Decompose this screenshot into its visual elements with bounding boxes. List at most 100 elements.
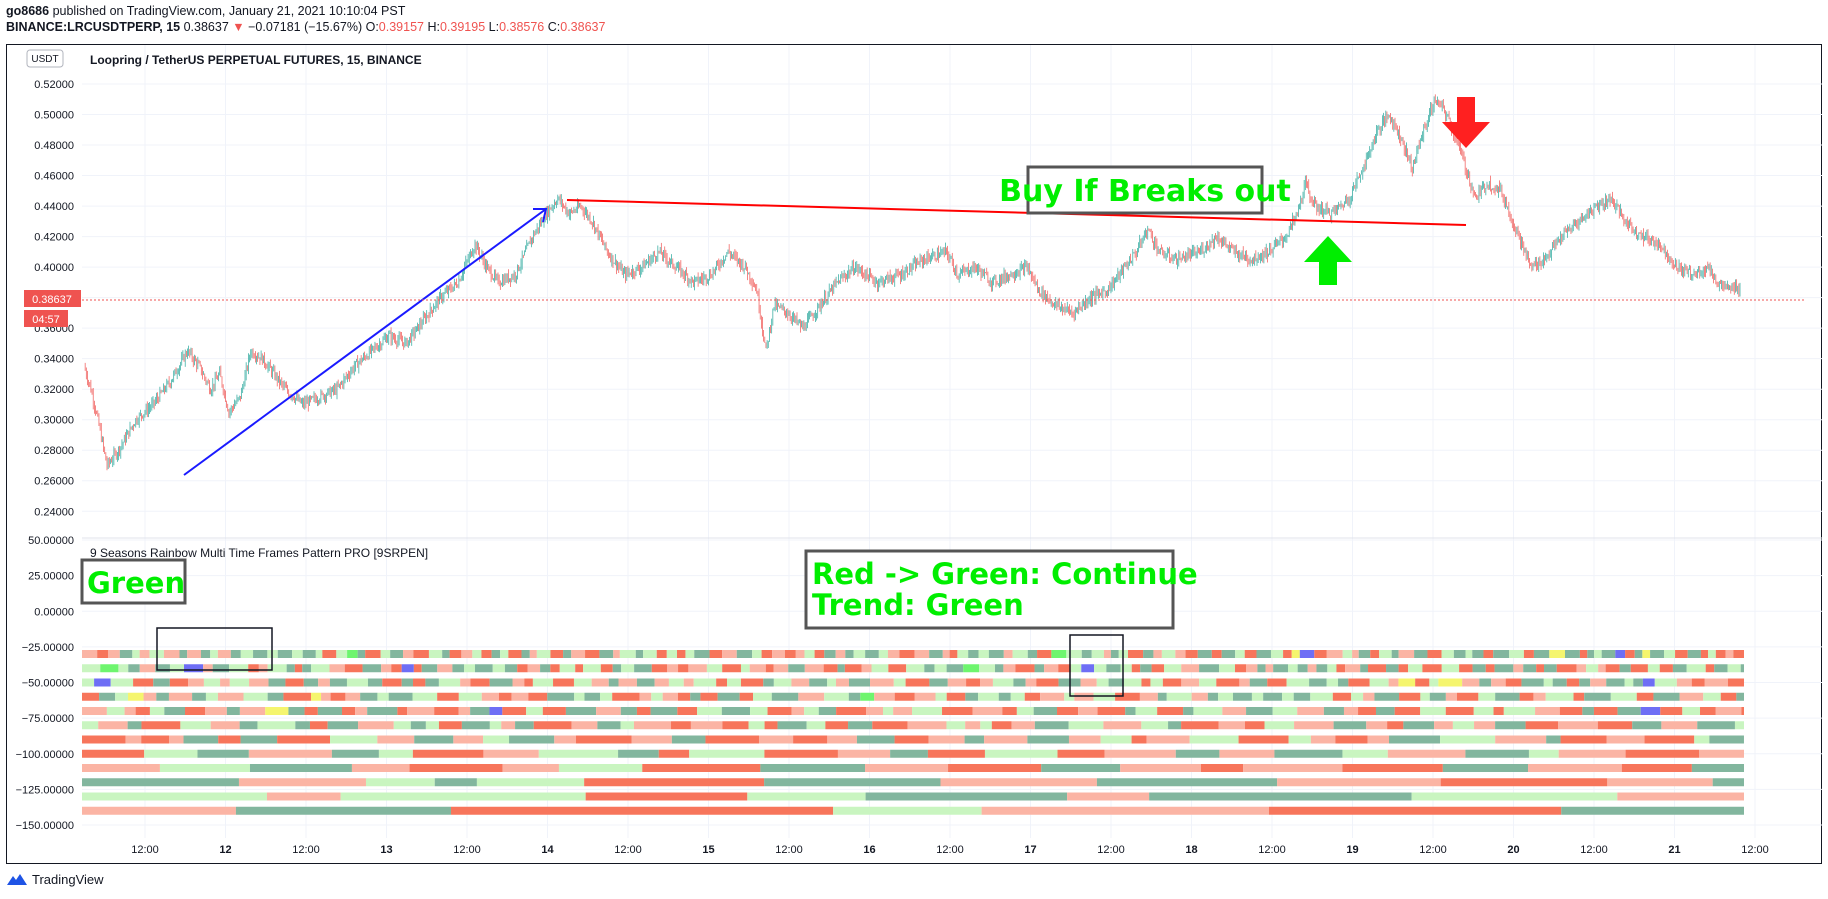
heatmap-segment	[229, 678, 250, 687]
heatmap-segment	[1332, 692, 1352, 701]
red-resistance-line[interactable]	[566, 199, 1467, 226]
heatmap-segment	[452, 664, 465, 673]
green-box[interactable]	[80, 558, 187, 605]
heatmap-segment	[267, 692, 284, 701]
heatmap-segment	[203, 664, 213, 673]
heatmap-segment	[1218, 692, 1233, 701]
heatmap-segment	[110, 678, 134, 687]
blue-trendline[interactable]	[183, 208, 547, 476]
heatmap-segment	[947, 678, 967, 687]
y-tick-label: 0.24000	[34, 506, 74, 518]
heatmap-segment	[141, 721, 181, 730]
heatmap-segment	[1297, 664, 1308, 673]
heatmap-segment	[347, 650, 358, 658]
red-down-arrow-icon	[1442, 97, 1490, 148]
heatmap-segment	[1175, 749, 1220, 758]
heatmap-segment	[437, 664, 453, 673]
heatmap-segment	[391, 664, 402, 673]
heatmap-segment	[760, 764, 866, 772]
heatmap-segment	[82, 792, 267, 801]
heatmap-segment	[365, 778, 435, 787]
heatmap-segment	[716, 678, 728, 687]
heatmap-segment	[1465, 749, 1529, 758]
footer-brand[interactable]: TradingView	[32, 872, 104, 887]
heatmap-segment	[1544, 664, 1557, 673]
heatmap-segment	[739, 692, 754, 701]
price-badge[interactable]	[24, 290, 81, 307]
heatmap-segment	[1625, 749, 1700, 758]
y-tick-label: 0.46000	[34, 171, 74, 183]
heatmap-segment	[1654, 678, 1677, 687]
heatmap-segment	[460, 678, 471, 687]
heatmap-segment	[1343, 707, 1359, 715]
heatmap-segment	[107, 650, 120, 658]
indicator-y-tick-label: 25.00000	[28, 571, 74, 583]
heatmap-segment	[1003, 650, 1013, 658]
continue-label-line1: Red -> Green: Continue	[812, 557, 1198, 591]
heatmap-segment	[492, 664, 505, 673]
heatmap-segment	[882, 707, 894, 715]
heatmap-segment	[940, 778, 1097, 787]
heatmap-segment	[571, 721, 598, 730]
heatmap-segment	[1106, 664, 1121, 673]
heatmap-segment	[1034, 721, 1069, 730]
heatmap-segment	[575, 735, 632, 744]
heatmap-highlight-1[interactable]	[156, 627, 273, 671]
heatmap-segment	[1036, 678, 1059, 687]
heatmap-segment	[1545, 692, 1574, 701]
heatmap-segment	[1699, 749, 1744, 758]
heatmap-segment	[524, 678, 533, 687]
heatmap-segment	[767, 707, 792, 715]
heatmap-segment	[1273, 664, 1289, 673]
heatmap-segment	[1483, 650, 1494, 658]
heatmap-segment	[1564, 650, 1580, 658]
heatmap-segment	[893, 678, 906, 687]
heatmap-segment	[597, 721, 621, 730]
buy-if-breaks-out-box[interactable]	[1026, 165, 1264, 215]
heatmap-segment	[82, 735, 126, 744]
y-tick-label: 0.42000	[34, 232, 74, 244]
heatmap-segment	[390, 650, 404, 658]
heatmap-segment	[1386, 664, 1399, 673]
heatmap-segment	[330, 735, 378, 744]
heatmap-segment	[693, 678, 717, 687]
ohlc-legend: BINANCE:LRCUSDTPERP, 15 0.38637 ▼ −0.071…	[6, 20, 605, 34]
heatmap-segment	[935, 692, 947, 701]
heatmap-segment	[1291, 650, 1300, 658]
heatmap-segment	[806, 721, 826, 730]
heatmap-segment	[988, 650, 1004, 658]
currency-badge[interactable]	[26, 49, 64, 68]
heatmap-segment	[765, 664, 774, 673]
candles	[84, 94, 1741, 471]
heatmap-segment	[414, 735, 454, 744]
author-name[interactable]: go8686	[6, 4, 50, 18]
heatmap-segment	[155, 664, 170, 673]
continue-box[interactable]	[804, 549, 1175, 630]
heatmap-segment	[1216, 678, 1240, 687]
heatmap-segment	[677, 707, 698, 715]
green-up-arrow-icon	[1304, 236, 1352, 285]
tradingview-logo-icon[interactable]	[6, 873, 28, 887]
heatmap-segment	[1606, 735, 1645, 744]
heatmap-segment	[285, 678, 304, 687]
heatmap-segment	[378, 749, 413, 758]
heatmap-segment	[239, 707, 266, 715]
heatmap-segment	[1249, 678, 1268, 687]
heatmap-segment	[1348, 678, 1370, 687]
heatmap-segment	[612, 664, 622, 673]
heatmap-segment	[1268, 806, 1562, 815]
heatmap-segment	[346, 678, 368, 687]
chart-frame[interactable]	[6, 44, 1822, 864]
heatmap-segment	[1181, 664, 1200, 673]
heatmap-segment	[169, 678, 189, 687]
heatmap-segment	[1103, 650, 1111, 658]
heatmap-segment	[249, 678, 269, 687]
heatmap-segment	[1368, 664, 1387, 673]
indicator-y-tick-label: −25.00000	[22, 642, 74, 654]
heatmap-segment	[449, 650, 462, 658]
heatmap-segment	[82, 650, 98, 658]
heatmap-highlight-2[interactable]	[1069, 634, 1124, 697]
x-tick-label: 12:00	[1097, 844, 1125, 856]
heatmap-segment	[608, 678, 619, 687]
